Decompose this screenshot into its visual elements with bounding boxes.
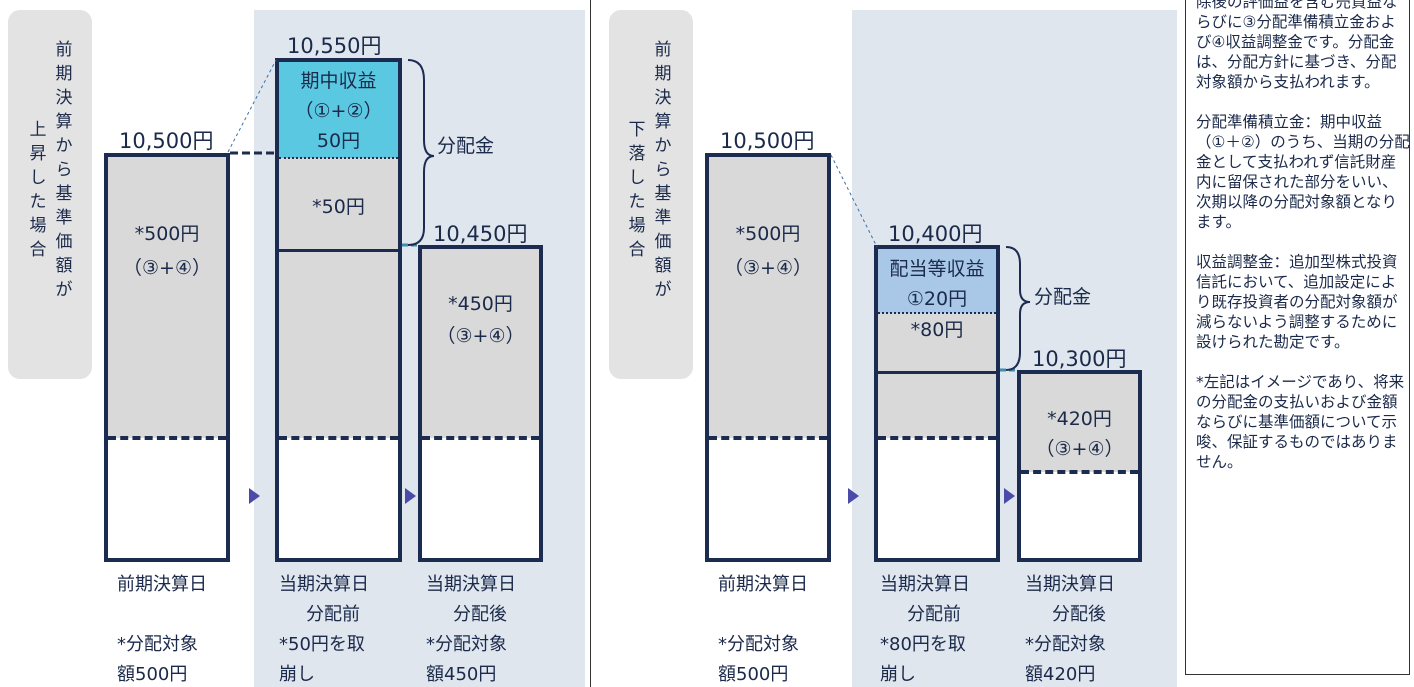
left-connector-diag bbox=[227, 59, 277, 153]
left-prev-bar: *500円 （③+④） bbox=[104, 153, 230, 562]
right-c1-line3: *分配対象 bbox=[718, 634, 799, 655]
right-mid-income-fill bbox=[878, 249, 996, 313]
left-post-inner: *450円 bbox=[448, 293, 513, 315]
right-prev-inner: *500円 bbox=[735, 223, 801, 245]
right-c3-line3: *分配対象 bbox=[1025, 634, 1106, 655]
left-mid-gray-fill bbox=[279, 158, 398, 438]
left-c3-line4: 額450円 bbox=[426, 664, 497, 685]
sidebar-frame bbox=[1185, 0, 1410, 675]
left-prev-fill bbox=[108, 157, 226, 438]
sidebar-note-4: *左記はイメージであり、将来の分配金の支払いおよび金額ならびに基準価額について示… bbox=[1196, 373, 1405, 471]
left-mid-income-val: 50円 bbox=[316, 130, 361, 152]
left-scenario-label bbox=[8, 10, 92, 379]
right-prev-price: 10,500円 bbox=[720, 129, 815, 153]
left-c2-line2: 分配前 bbox=[306, 604, 360, 625]
left-post-dash bbox=[422, 436, 539, 440]
right-mid-income-val: ①20円 bbox=[906, 288, 968, 310]
right-post-price: 10,300円 bbox=[1032, 347, 1127, 371]
right-connector-diag bbox=[830, 154, 878, 248]
right-scenario-label bbox=[609, 10, 693, 379]
left-c1-line1: 前期決算日 bbox=[117, 574, 207, 595]
right-brace-icon bbox=[1005, 246, 1031, 371]
left-post-fill bbox=[422, 249, 539, 438]
right-c2-line3: *80円を取 bbox=[880, 634, 966, 655]
left-c3-line2: 分配後 bbox=[453, 604, 507, 625]
left-prev-inner: *500円 bbox=[134, 223, 200, 245]
right-post-dash bbox=[1021, 470, 1138, 474]
right-post-bar: *420円 （③+④） bbox=[1017, 370, 1142, 562]
left-post-bar: *450円 （③+④） bbox=[418, 245, 543, 562]
sidebar-notes: 除後の評価益を含む売買益ならびに③分配準備積立金および④収益調整金です。分配金は… bbox=[1196, 0, 1410, 492]
left-mid-dash bbox=[279, 436, 398, 440]
right-mid-dash bbox=[878, 436, 996, 440]
left-brace-icon bbox=[407, 59, 435, 246]
right-c1-line4: 額500円 bbox=[718, 664, 789, 685]
right-prev-dash bbox=[709, 436, 827, 440]
left-mid-bar: 期中収益 （①+②） 50円 *50円 bbox=[275, 58, 402, 562]
left-mid-dotline bbox=[279, 157, 398, 159]
right-c3-line4: 額420円 bbox=[1025, 664, 1096, 685]
left-mid-price: 10,550円 bbox=[287, 34, 382, 58]
right-prev-bar: *500円 （③+④） bbox=[705, 153, 831, 562]
left-c3-line3: *分配対象 bbox=[426, 634, 507, 655]
sidebar-note-3: 収益調整金：追加型株式投資信託において、追加設定により既存投資者の分配対象額が減… bbox=[1196, 253, 1398, 351]
right-brace-label: 分配金 bbox=[1034, 286, 1092, 308]
right-label-col1: 下落した場合 bbox=[628, 120, 646, 260]
right-mid-dotline bbox=[878, 312, 996, 314]
left-c3-line1: 当期決算日 bbox=[426, 574, 516, 595]
right-c1-line1: 前期決算日 bbox=[718, 574, 808, 595]
left-label-col2: 前期決算から基準価額が bbox=[55, 40, 73, 300]
right-c2-line1: 当期決算日 bbox=[880, 574, 970, 595]
left-c2-line1: 当期決算日 bbox=[279, 574, 369, 595]
left-post-price: 10,450円 bbox=[433, 222, 528, 246]
left-c1-line3: *分配対象 bbox=[117, 634, 198, 655]
right-mid-price: 10,400円 bbox=[888, 222, 983, 246]
right-prev-fill bbox=[709, 157, 827, 438]
left-prev-dash bbox=[108, 436, 226, 440]
right-label-col2: 前期決算から基準価額が bbox=[654, 40, 672, 300]
right-arrow-icon-2 bbox=[1004, 488, 1015, 504]
right-mid-segline bbox=[878, 371, 996, 374]
panel-divider bbox=[590, 0, 591, 687]
left-mid-income-title: 期中収益 bbox=[300, 70, 377, 92]
sidebar-note-1: 除後の評価益を含む売買益ならびに③分配準備積立金および④収益調整金です。分配金は… bbox=[1196, 0, 1398, 91]
left-c1-line4: 額500円 bbox=[117, 664, 188, 685]
right-post-inner: *420円 bbox=[1047, 408, 1112, 430]
right-c2-line2: 分配前 bbox=[907, 604, 961, 625]
left-prev-inner2: （③+④） bbox=[123, 257, 211, 279]
right-mid-gray-fill bbox=[878, 313, 996, 438]
right-c3-line2: 分配後 bbox=[1052, 604, 1106, 625]
left-label-col1: 上昇した場合 bbox=[29, 120, 47, 260]
left-c2-line3: *50円を取 bbox=[279, 634, 365, 655]
left-c2-line4: 崩し bbox=[279, 664, 315, 685]
left-prev-price: 10,500円 bbox=[119, 129, 214, 153]
right-arrow-icon-1 bbox=[848, 488, 859, 504]
left-mid-segline bbox=[279, 249, 398, 252]
right-post-inner2: （③+④） bbox=[1035, 438, 1124, 460]
left-brace-label: 分配金 bbox=[437, 135, 495, 157]
right-prev-inner2: （③+④） bbox=[724, 257, 812, 279]
right-mid-gray-val: *80円 bbox=[910, 319, 964, 341]
right-mid-bar: 配当等収益 ①20円 *80円 bbox=[874, 245, 1000, 562]
left-post-inner2: （③+④） bbox=[436, 325, 525, 347]
right-c2-line4: 崩し bbox=[880, 664, 916, 685]
left-arrow-icon-1 bbox=[249, 488, 260, 504]
sidebar-note-2: 分配準備積立金：期中収益（①＋②）のうち、当期の分配金として支払われず信託財産内… bbox=[1196, 113, 1410, 231]
right-post-fill bbox=[1021, 374, 1138, 472]
left-mid-income-sub: （①+②） bbox=[294, 100, 383, 122]
left-mid-gray-val: *50円 bbox=[312, 196, 365, 218]
right-mid-income-title: 配当等収益 bbox=[889, 258, 985, 280]
right-c3-line1: 当期決算日 bbox=[1025, 574, 1115, 595]
left-mid-income-fill bbox=[279, 62, 398, 158]
left-arrow-icon-2 bbox=[405, 488, 416, 504]
